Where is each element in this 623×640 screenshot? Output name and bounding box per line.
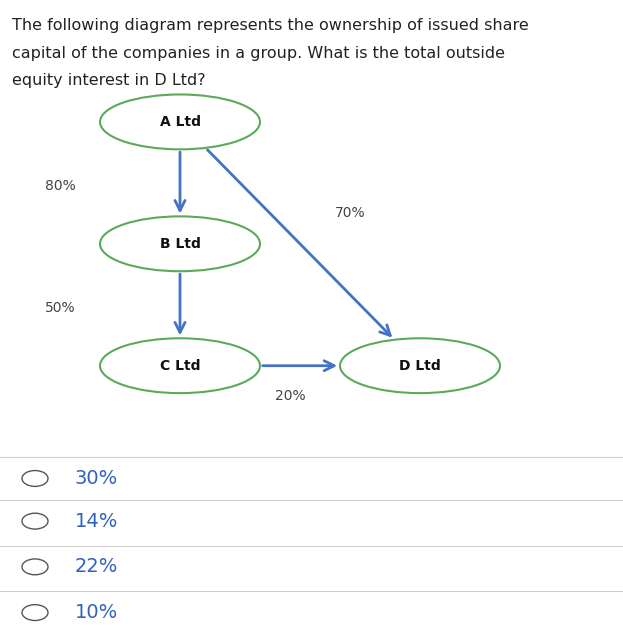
- Text: 80%: 80%: [45, 179, 75, 193]
- Circle shape: [22, 513, 48, 529]
- Circle shape: [22, 470, 48, 486]
- Text: A Ltd: A Ltd: [159, 115, 201, 129]
- Text: D Ltd: D Ltd: [399, 358, 441, 372]
- Text: B Ltd: B Ltd: [159, 237, 201, 251]
- Text: 22%: 22%: [75, 557, 118, 577]
- Text: The following diagram represents the ownership of issued share: The following diagram represents the own…: [12, 19, 529, 33]
- Ellipse shape: [340, 339, 500, 393]
- Text: 20%: 20%: [275, 389, 305, 403]
- Text: 30%: 30%: [75, 469, 118, 488]
- Text: equity interest in D Ltd?: equity interest in D Ltd?: [12, 73, 206, 88]
- Ellipse shape: [100, 339, 260, 393]
- Text: 70%: 70%: [335, 206, 365, 220]
- Circle shape: [22, 559, 48, 575]
- Ellipse shape: [100, 95, 260, 149]
- Circle shape: [22, 605, 48, 621]
- Text: capital of the companies in a group. What is the total outside: capital of the companies in a group. Wha…: [12, 45, 505, 61]
- Text: C Ltd: C Ltd: [159, 358, 200, 372]
- Text: 50%: 50%: [45, 301, 75, 315]
- Ellipse shape: [100, 216, 260, 271]
- Text: 10%: 10%: [75, 603, 118, 622]
- Text: 14%: 14%: [75, 511, 118, 531]
